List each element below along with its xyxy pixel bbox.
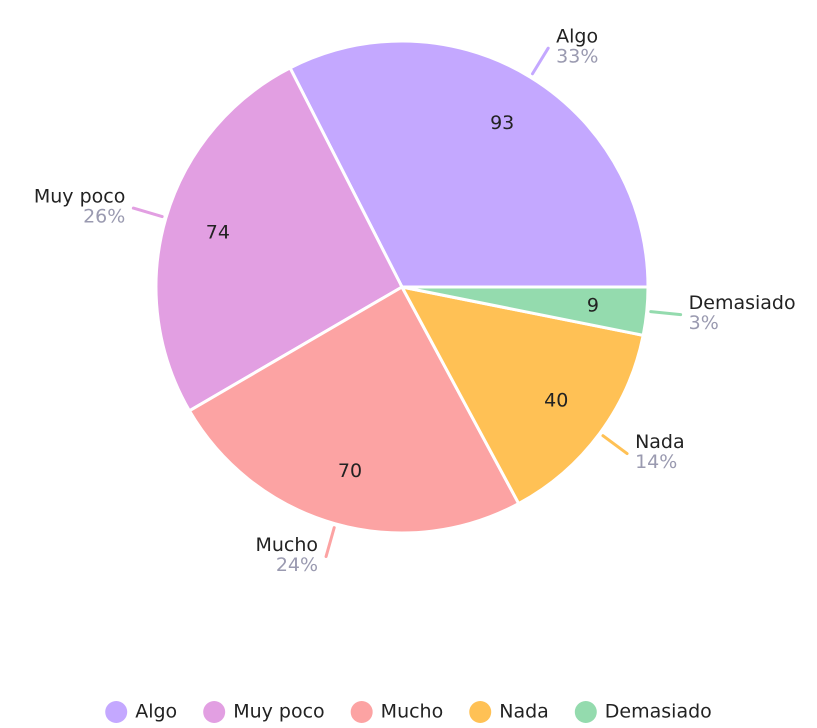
leader-line: [131, 206, 164, 219]
leader-line: [601, 434, 629, 456]
value-label: 74: [206, 221, 230, 243]
leader-line: [649, 310, 683, 317]
slice-name: Mucho: [256, 534, 319, 556]
leader-line: [531, 46, 550, 76]
slice-name: Algo: [556, 26, 598, 48]
value-label: 93: [490, 112, 514, 134]
legend-label: Algo: [135, 701, 177, 723]
slice-name: Muy poco: [34, 186, 125, 208]
slice-name: Nada: [635, 431, 685, 453]
slice-percent: 3%: [689, 312, 719, 334]
legend-swatch: [203, 701, 226, 723]
legend-swatch: [469, 701, 492, 723]
legend-label: Muy poco: [233, 701, 324, 723]
legend-swatch: [350, 701, 373, 723]
pie-slice: [187, 284, 521, 535]
value-label: 40: [544, 390, 568, 412]
pie-slice: [401, 285, 650, 338]
legend: Algo Muy poco Mucho Nada Demasiado: [105, 701, 712, 723]
slice-percent: 26%: [83, 206, 125, 228]
leader-line: [324, 526, 336, 559]
slice-percent: 33%: [556, 46, 598, 68]
legend-label: Demasiado: [605, 701, 712, 723]
value-label: 70: [338, 460, 362, 482]
value-label: 9: [587, 294, 599, 316]
legend-label: Nada: [499, 701, 549, 723]
pie-slice: [154, 65, 404, 413]
legend-swatch: [105, 701, 128, 723]
pie-slice: [399, 284, 645, 506]
pie-slice: [288, 39, 650, 289]
legend-label: Mucho: [381, 701, 444, 723]
slice-name: Demasiado: [689, 292, 796, 314]
legend-swatch: [574, 701, 597, 723]
slice-percent: 24%: [276, 554, 318, 576]
slice-percent: 14%: [635, 451, 677, 473]
